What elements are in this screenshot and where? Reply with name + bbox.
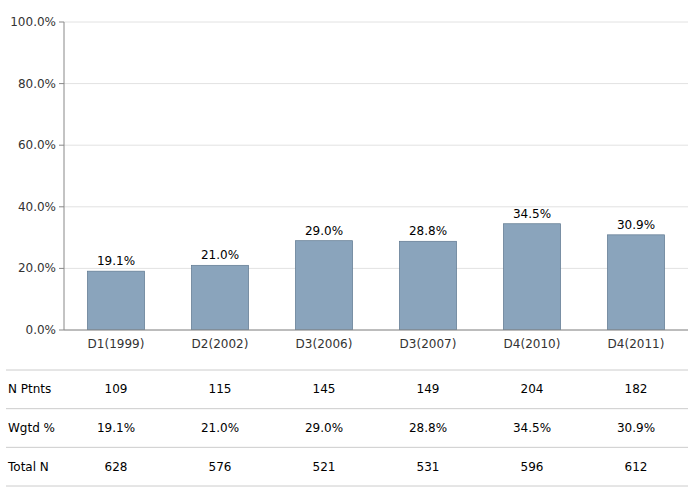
tick-label: 60.0% xyxy=(18,138,56,152)
table-cell: 204 xyxy=(521,382,544,396)
data-labels: 19.1% 21.0% 29.0% 28.8% 34.5% 30.9% xyxy=(97,207,655,268)
table-cell: 182 xyxy=(625,382,648,396)
tick-mark xyxy=(59,206,64,207)
bar xyxy=(295,241,352,330)
table-cell: 30.9% xyxy=(617,421,655,435)
y-axis-line xyxy=(64,22,65,330)
tick-mark xyxy=(59,83,64,84)
data-label: 29.0% xyxy=(305,224,343,238)
tick-mark xyxy=(59,145,64,146)
table-cell: 28.8% xyxy=(409,421,447,435)
chart: 0.0% 20.0% 40.0% 60.0% 80.0% 100.0% 19.1% 21.0%… xyxy=(0,0,700,500)
data-label: 28.8% xyxy=(409,224,447,238)
tick-label: 0.0% xyxy=(26,323,57,337)
table-cell: 109 xyxy=(105,382,128,396)
tick-mark xyxy=(59,330,64,331)
tick-label: D2(2002) xyxy=(192,337,249,351)
table-cell: 149 xyxy=(417,382,440,396)
data-label: 34.5% xyxy=(513,207,551,221)
tick-mark xyxy=(59,22,64,23)
table-cell: 145 xyxy=(313,382,336,396)
grid-line xyxy=(64,83,688,84)
tick-label: 20.0% xyxy=(18,261,56,275)
tick-label: D4(2011) xyxy=(608,337,665,351)
tick-label: 40.0% xyxy=(18,200,56,214)
tick-mark xyxy=(59,268,64,269)
bar xyxy=(503,224,560,330)
tick-label: 80.0% xyxy=(18,77,56,91)
data-label: 19.1% xyxy=(97,254,135,268)
table-cell: 612 xyxy=(625,460,648,474)
bar xyxy=(607,235,664,330)
data-label: 30.9% xyxy=(617,218,655,232)
table-cell: 115 xyxy=(209,382,232,396)
table-cell: 576 xyxy=(209,460,232,474)
bar xyxy=(87,271,144,330)
tick-label: D3(2006) xyxy=(296,337,353,351)
grid-line xyxy=(64,22,688,23)
y-axis: 0.0% 20.0% 40.0% 60.0% 80.0% 100.0% xyxy=(10,15,688,337)
tick-label: 100.0% xyxy=(10,15,56,29)
bars xyxy=(87,224,664,330)
table-cell: 19.1% xyxy=(97,421,135,435)
table-cell: 531 xyxy=(417,460,440,474)
grid-line xyxy=(64,268,688,269)
bar xyxy=(191,265,248,330)
grid-line xyxy=(64,206,688,207)
table-cell: 29.0% xyxy=(305,421,343,435)
table-cell: 21.0% xyxy=(201,421,239,435)
tick-label: D3(2007) xyxy=(400,337,457,351)
bar xyxy=(399,241,456,330)
table-separator xyxy=(6,486,688,487)
table-separator xyxy=(6,447,688,448)
x-axis-line xyxy=(64,330,688,331)
table-separator xyxy=(6,408,688,409)
table-cell: 34.5% xyxy=(513,421,551,435)
table-separator xyxy=(6,370,688,371)
tick-label: D1(1999) xyxy=(88,337,145,351)
grid-line xyxy=(64,330,688,331)
table-cell: 628 xyxy=(105,460,128,474)
table-row-label: Wgtd % xyxy=(8,421,55,435)
table-cell: 596 xyxy=(521,460,544,474)
table-cell: 521 xyxy=(313,460,336,474)
tick-label: D4(2010) xyxy=(504,337,561,351)
grid-line xyxy=(64,145,688,146)
x-axis: D1(1999) D2(2002) D3(2006) D3(2007) D4(2010)… xyxy=(88,337,665,351)
table-row-label: Total N xyxy=(7,460,49,474)
table: N Ptnts 109 115 145 149 204 182 Wgtd % 19.1% 21.0… xyxy=(6,370,688,486)
table-row-label: N Ptnts xyxy=(8,382,51,396)
data-label: 21.0% xyxy=(201,248,239,262)
